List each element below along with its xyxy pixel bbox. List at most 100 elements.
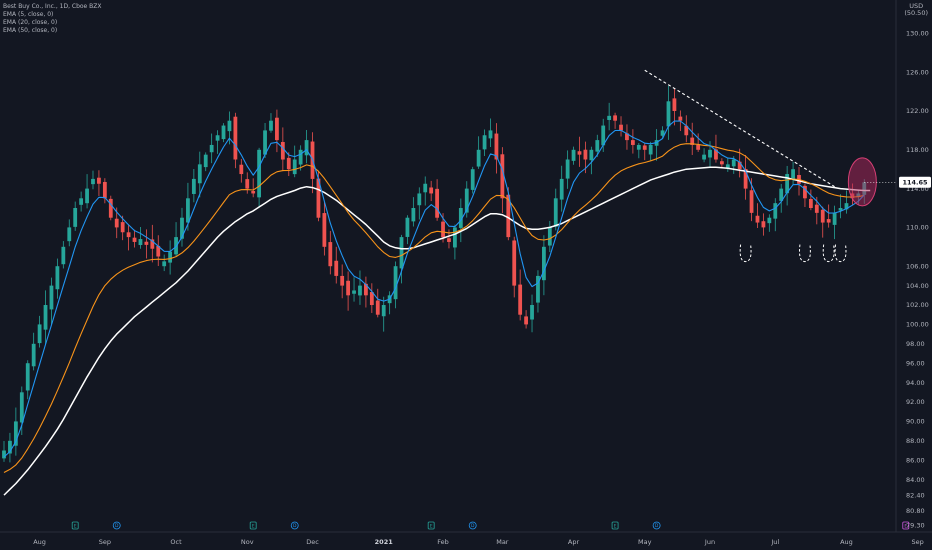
time-tick-label: Oct (170, 538, 182, 546)
candle-body (619, 124, 623, 131)
event-markers: E E E ED D D D E (71, 521, 910, 530)
candle-body (102, 181, 107, 199)
highlight-circle (847, 157, 877, 207)
dividend-marker-label: D (115, 523, 119, 529)
candle-body (719, 161, 724, 165)
price-tick-label: 104.00 (906, 282, 929, 290)
candle-body (186, 198, 190, 223)
legend-ema5[interactable]: EMA (5, close, 0) (3, 11, 54, 18)
chart-legend: Best Buy Co., Inc., 1D, Cboe BZX EMA (5,… (3, 3, 102, 35)
candle-body (642, 145, 647, 150)
candle-body (61, 246, 66, 265)
candle-body (162, 261, 167, 267)
candle-body (251, 190, 256, 194)
candle-body (512, 240, 517, 286)
candle-body (209, 144, 214, 153)
candle-body (239, 164, 244, 175)
candle-body (630, 140, 635, 145)
candle-body (269, 120, 273, 131)
candle-body (832, 212, 837, 225)
candle-body (749, 190, 754, 213)
time-tick-label: Sep (912, 538, 924, 546)
price-tick-label: 118.00 (906, 146, 929, 154)
dividend-marker-label: D (471, 523, 475, 529)
candle-body (482, 135, 487, 150)
candle-body (364, 283, 368, 296)
time-tick-label: Nov (241, 538, 254, 546)
dip-marker (834, 244, 847, 263)
candle-body (761, 221, 766, 228)
candle-body (298, 149, 303, 165)
candle-body (328, 242, 333, 267)
candle-body (589, 149, 594, 161)
candle-body (227, 120, 232, 132)
time-tick-label: Mar (496, 538, 509, 546)
time-tick-label: Sep (99, 538, 111, 546)
price-tick-label: 114.00 (906, 185, 929, 193)
price-tick-label: 110.00 (906, 224, 929, 232)
candle-body (435, 188, 439, 218)
earnings-marker (249, 521, 257, 530)
candle-body (322, 213, 327, 247)
time-axis[interactable]: Aug Sep Oct Nov Dec 2021 Feb Mar Apr May Jun Jul Aug… (33, 538, 924, 546)
earnings-marker-label: E (252, 524, 255, 530)
candle-body (678, 116, 683, 121)
earnings-marker-label: E (74, 524, 77, 530)
candle-body (108, 198, 113, 218)
candle-body (660, 130, 665, 136)
candle-body (304, 140, 309, 156)
candle-body (696, 144, 701, 150)
candle-body (55, 266, 60, 290)
candle-body (292, 159, 297, 175)
candle-body (334, 260, 339, 276)
price-axis[interactable]: 130.00 126.00 122.00 118.00 114.00 110.00 106.… (906, 30, 929, 530)
candle-body (690, 137, 695, 145)
earnings-marker (611, 521, 619, 530)
candle-body (737, 161, 742, 170)
legend-ema20[interactable]: EMA (20, close, 0) (3, 19, 58, 26)
price-tick-label: 88.00 (906, 437, 925, 445)
price-tick-label: 102.00 (906, 301, 929, 309)
dividend-marker (290, 521, 299, 530)
legend-ema50[interactable]: EMA (50, close, 0) (3, 27, 58, 34)
candle-body (43, 305, 48, 330)
price-tick-label: 84.00 (906, 476, 925, 484)
dip-marker (822, 244, 835, 263)
price-tick-label: 96.00 (906, 359, 925, 367)
candle-body (506, 194, 511, 238)
price-tick-label: 100.00 (906, 321, 929, 329)
currency-sub: (50.50) (904, 9, 928, 17)
candle-body (197, 164, 202, 184)
candle-body (2, 450, 6, 459)
candle-body (636, 144, 641, 150)
candle-body (381, 305, 386, 317)
candle-body (263, 130, 267, 155)
candle-body (773, 203, 778, 219)
candle-body (708, 149, 712, 158)
candle-body (838, 208, 843, 211)
price-tick-label: 79.30 (906, 521, 925, 529)
candle-body (743, 169, 748, 189)
candle-body (120, 222, 125, 233)
candle-body (601, 125, 606, 146)
annotations (644, 69, 877, 263)
candle-body (85, 188, 89, 204)
future-earnings-marker (902, 521, 910, 530)
candle-bodies (2, 98, 867, 459)
candle-body (547, 227, 552, 246)
legend-title[interactable]: Best Buy Co., Inc., 1D, Cboe BZX (3, 3, 102, 10)
last-price-label: 114.65 (864, 176, 931, 188)
candle-body (138, 239, 143, 246)
candle-body (702, 154, 706, 160)
candle-body (470, 169, 475, 190)
candle-body (411, 208, 416, 222)
dip-marker (739, 244, 752, 263)
ema50-line (3, 166, 871, 496)
currency-label[interactable]: USD (50.50) (904, 3, 928, 17)
price-tick-label: 86.00 (906, 456, 925, 464)
earnings-marker (71, 521, 79, 530)
candle-body (316, 178, 321, 218)
candle-body (583, 149, 588, 160)
